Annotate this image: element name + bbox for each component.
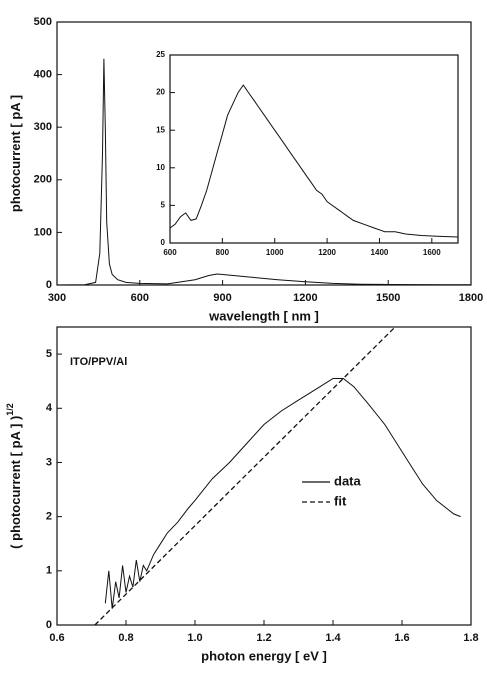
y-tick-label: 15 — [156, 125, 165, 134]
x-tick-label: 1800 — [459, 292, 483, 304]
y-tick-label: 500 — [34, 16, 52, 28]
data-line — [56, 58, 472, 286]
y-axis-label: photocurrent [ pA ] — [8, 95, 23, 212]
x-tick-label: 1.8 — [463, 632, 478, 644]
y-axis-label-superscript: 1/2 — [5, 403, 15, 416]
x-tick-label: 1200 — [293, 292, 317, 304]
plot-frame — [56, 326, 472, 626]
y-tick-label: 300 — [34, 121, 52, 133]
data-line — [94, 326, 396, 626]
y-tick-label: 2 — [46, 511, 52, 523]
x-axis-label: wavelength [ nm ] — [208, 308, 319, 323]
plot-frame — [169, 54, 459, 244]
y-tick-label: 0 — [46, 279, 52, 291]
y-tick-label: 5 — [46, 348, 52, 360]
annotation: ITO/PPV/Al — [70, 356, 127, 368]
x-tick-label: 1.0 — [187, 632, 202, 644]
y-axis-label-text: ( photocurrent [ pA ] ) — [8, 416, 23, 549]
x-tick-label: 1000 — [266, 248, 284, 257]
y-tick-label: 3 — [46, 456, 52, 468]
x-tick-label: 1200 — [318, 248, 336, 257]
y-tick-label: 0 — [161, 238, 166, 247]
x-tick-label: 1400 — [371, 248, 389, 257]
x-tick-label: 300 — [48, 292, 66, 304]
x-tick-label: 1.4 — [325, 632, 341, 644]
legend-label: fit — [334, 493, 347, 508]
x-tick-label: 600 — [163, 248, 177, 257]
x-tick-label: 1600 — [423, 248, 441, 257]
y-axis-label-text: photocurrent [ pA ] — [8, 95, 23, 212]
y-tick-label: 1 — [46, 565, 52, 577]
data-line — [104, 378, 461, 609]
y-tick-label: 5 — [161, 201, 166, 210]
y-tick-label: 200 — [34, 174, 52, 186]
x-tick-label: 800 — [216, 248, 230, 257]
x-tick-label: 1.2 — [256, 632, 271, 644]
y-tick-label: 100 — [34, 226, 52, 238]
x-tick-label: 0.8 — [118, 632, 133, 644]
plot-frame — [56, 21, 472, 286]
y-axis-label: ( photocurrent [ pA ] )1/2 — [5, 403, 23, 549]
data-line — [169, 84, 459, 238]
x-tick-label: 0.6 — [49, 632, 64, 644]
y-tick-label: 25 — [156, 50, 165, 59]
y-tick-label: 4 — [46, 402, 53, 414]
y-tick-label: 10 — [156, 163, 165, 172]
y-tick-label: 0 — [46, 619, 52, 631]
legend-label: data — [334, 473, 362, 488]
x-tick-label: 900 — [213, 292, 231, 304]
y-tick-label: 20 — [156, 88, 165, 97]
x-tick-label: 600 — [131, 292, 149, 304]
x-axis-label: photon energy [ eV ] — [201, 648, 327, 663]
x-tick-label: 1500 — [376, 292, 400, 304]
y-tick-label: 400 — [34, 69, 52, 81]
x-tick-label: 1.6 — [394, 632, 409, 644]
